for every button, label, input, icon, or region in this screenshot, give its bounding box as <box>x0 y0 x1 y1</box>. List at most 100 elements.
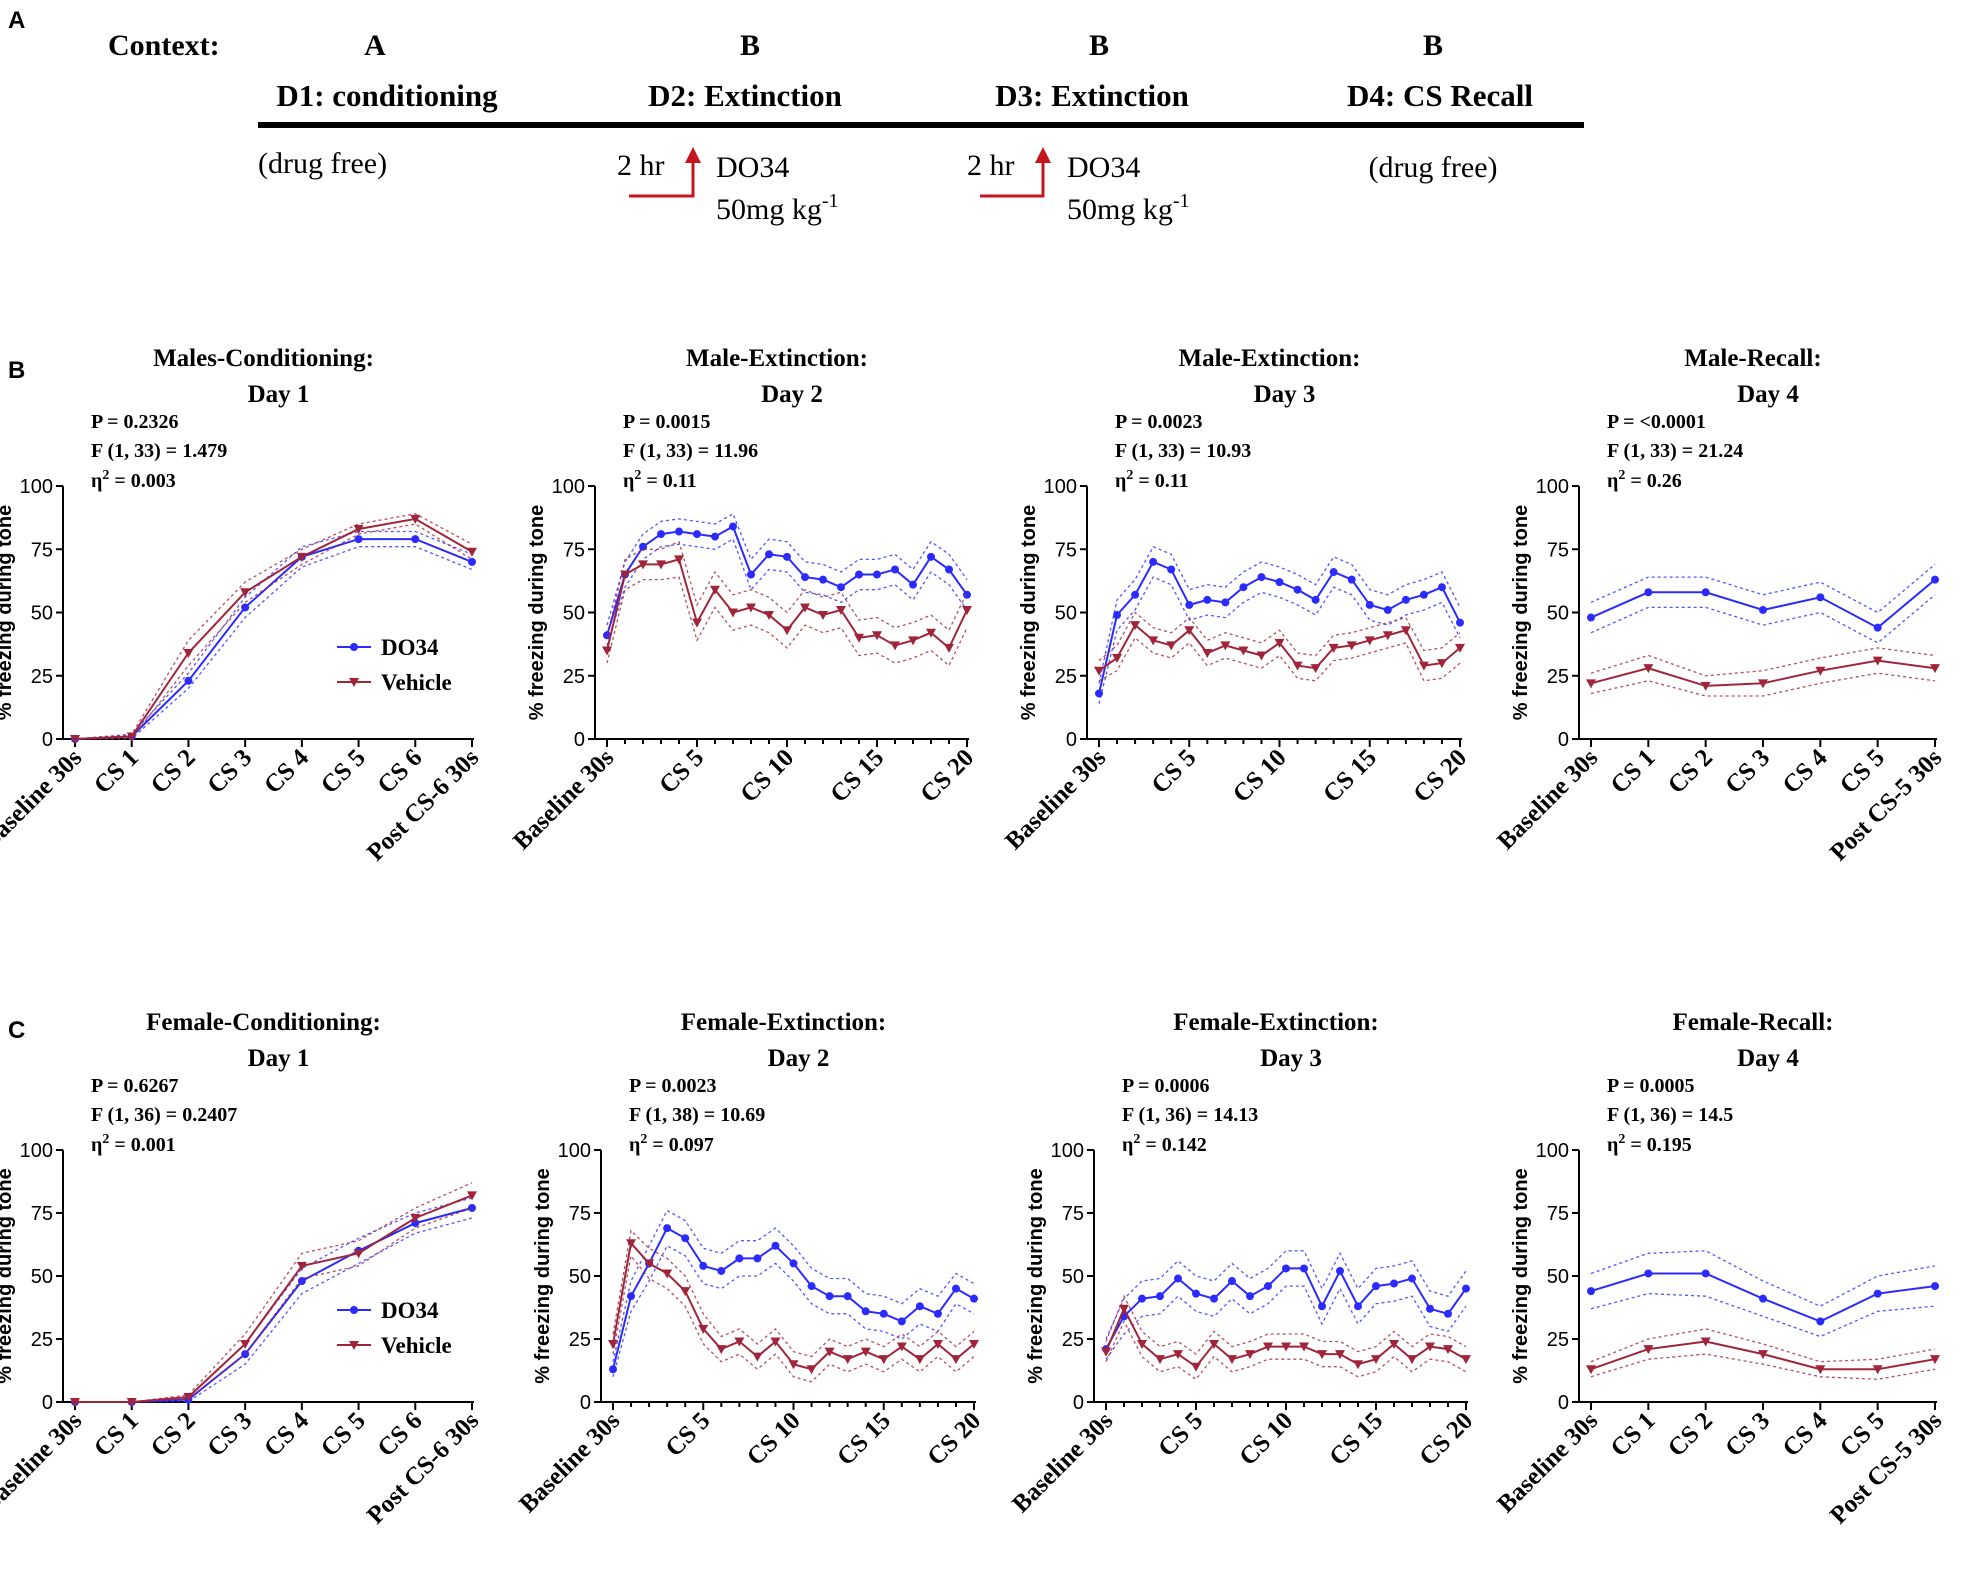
data-point-do34 <box>801 573 809 582</box>
x-tick-label: CS 10 <box>742 1407 806 1471</box>
data-point-do34 <box>609 1365 617 1374</box>
stat-eta-squared: η2 = 0.097 <box>629 1132 714 1156</box>
x-tick-label: CS 3 <box>202 1407 257 1462</box>
data-point-vehicle <box>1328 643 1339 653</box>
data-point-vehicle <box>680 1287 691 1297</box>
data-point-vehicle <box>1400 626 1411 636</box>
chart-title-line2: Day 2 <box>761 381 823 408</box>
y-tick-label: 50 <box>1055 603 1077 625</box>
data-point-do34 <box>1644 1269 1653 1278</box>
data-point-do34 <box>354 535 363 544</box>
y-tick-label: 0 <box>1073 1392 1084 1414</box>
chart-B3: Male-Extinction: Day 3 P = 0.0023 F (1, 33)… <box>1000 345 1472 855</box>
data-point-vehicle <box>962 605 972 615</box>
dose-d2: 50mg kg-1 <box>716 190 839 226</box>
legend: DO34 Vehicle <box>337 635 452 695</box>
data-point-do34 <box>1185 600 1194 609</box>
injection-arrow-d3-icon <box>980 147 1051 198</box>
data-point-vehicle <box>240 588 251 598</box>
chart-title-line1: Female-Recall: <box>1672 1009 1833 1036</box>
error-band-lower <box>1105 1285 1467 1360</box>
y-tick-label: 50 <box>563 603 585 625</box>
data-point-do34 <box>855 570 863 579</box>
legend-marker-vehicle <box>349 678 359 687</box>
chart-title-line1: Male-Extinction: <box>686 345 868 372</box>
data-point-vehicle <box>932 1340 943 1350</box>
data-point-do34 <box>747 570 755 579</box>
y-tick-label: 75 <box>31 539 53 561</box>
data-point-vehicle <box>788 1360 799 1370</box>
dose-d2-main: 50mg kg <box>716 193 822 226</box>
y-tick-label: 100 <box>1536 1140 1569 1162</box>
data-point-vehicle <box>1281 1342 1291 1352</box>
stat-p-value: P = <0.0001 <box>1607 411 1706 433</box>
data-point-vehicle <box>854 633 864 643</box>
data-point-vehicle <box>183 648 194 658</box>
data-point-do34 <box>1462 1284 1470 1293</box>
data-point-vehicle <box>656 560 666 570</box>
context-d4: B <box>1423 29 1443 62</box>
data-point-vehicle <box>1245 1350 1255 1360</box>
data-point-do34 <box>825 1292 834 1301</box>
data-point-vehicle <box>734 1337 745 1347</box>
data-point-vehicle <box>1094 666 1104 676</box>
x-tick-label: CS 10 <box>735 744 799 808</box>
stat-eta-squared: η2 = 0.26 <box>1607 468 1682 492</box>
x-tick-label: Baseline 30s <box>1000 744 1111 855</box>
data-point-do34 <box>1318 1302 1326 1311</box>
data-point-vehicle <box>914 1355 925 1365</box>
series-do34 <box>609 1209 978 1377</box>
data-point-do34 <box>873 570 881 579</box>
stat-p-value: P = 0.0006 <box>1122 1075 1210 1097</box>
day-label-d1: D1: conditioning <box>276 78 498 113</box>
eta-value: = 0.195 <box>1625 1134 1691 1156</box>
data-point-vehicle <box>410 514 421 524</box>
data-point-vehicle <box>126 1398 137 1407</box>
series-do34 <box>603 512 971 646</box>
data-point-vehicle <box>1130 621 1141 631</box>
data-point-vehicle <box>1455 643 1465 653</box>
data-point-vehicle <box>710 585 720 595</box>
data-point-do34 <box>1228 1277 1236 1286</box>
time-d3: 2 hr <box>967 149 1015 182</box>
series-do34 <box>1587 563 1939 644</box>
data-point-vehicle <box>1317 1350 1327 1360</box>
chart-title-line2: Day 3 <box>1260 1045 1322 1072</box>
x-tick-label: CS 2 <box>1663 744 1718 799</box>
stat-eta-squared: η2 = 0.003 <box>91 468 176 492</box>
x-tick-label: Baseline 30s <box>0 1407 87 1518</box>
data-point-do34 <box>1203 595 1212 604</box>
y-axis-label: % freezing during tone <box>0 1168 16 1384</box>
x-tick-label: CS 5 <box>654 744 709 799</box>
error-band-lower <box>74 523 473 740</box>
x-tick-label: CS 2 <box>146 744 201 799</box>
y-tick-label: 100 <box>20 476 53 498</box>
data-point-vehicle <box>842 1355 853 1365</box>
data-point-vehicle <box>692 618 702 628</box>
data-point-vehicle <box>1119 1304 1129 1314</box>
data-point-vehicle <box>836 605 846 615</box>
series-line <box>74 538 473 740</box>
eta-exponent: 2 <box>1618 468 1625 483</box>
data-point-vehicle <box>896 1342 907 1352</box>
data-point-do34 <box>1587 613 1595 622</box>
x-tick-label: CS 5 <box>316 744 371 799</box>
data-point-do34 <box>711 532 719 541</box>
data-point-vehicle <box>1815 666 1826 676</box>
y-tick-label: 100 <box>1536 476 1569 498</box>
y-tick-label: 50 <box>31 1266 53 1288</box>
eta-exponent: 2 <box>1133 1132 1140 1147</box>
error-band-upper <box>606 540 968 638</box>
data-point-vehicle <box>353 525 364 535</box>
data-point-do34 <box>699 1261 708 1270</box>
data-point-vehicle <box>638 560 648 570</box>
data-point-vehicle <box>296 552 307 562</box>
y-axis-label: % freezing during tone <box>1018 505 1040 721</box>
x-tick-label: CS 20 <box>915 744 979 808</box>
data-point-vehicle <box>1382 631 1393 641</box>
x-tick-label: Baseline 30s <box>0 744 87 855</box>
x-tick-label: CS 5 <box>1153 1407 1208 1462</box>
chart-title-line1: Male-Extinction: <box>1179 345 1361 372</box>
series-do34 <box>1587 1250 1939 1338</box>
data-point-vehicle <box>764 611 774 621</box>
